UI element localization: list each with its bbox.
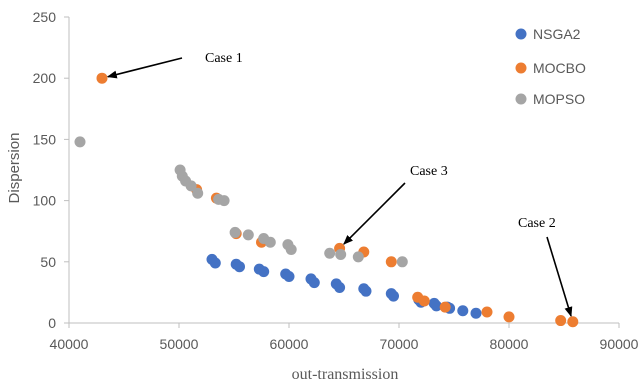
x-tick-label: 70000 xyxy=(380,336,419,352)
y-tick-label: 250 xyxy=(33,9,57,25)
data-point-mocbo xyxy=(418,295,430,307)
data-point-mopso xyxy=(285,244,297,256)
x-tick-label: 40000 xyxy=(50,336,89,352)
data-point-nsga2 xyxy=(334,282,346,294)
y-axis-title: Dispersion xyxy=(6,133,23,204)
annotations: Case 1 Case 3 Case 2 xyxy=(106,51,573,317)
legend-label-mocbo: MOCBO xyxy=(533,60,586,76)
data-point-nsga2 xyxy=(430,300,442,312)
data-point-mocbo xyxy=(503,311,515,323)
y-tick-label: 150 xyxy=(33,131,57,147)
data-points xyxy=(74,72,579,328)
x-tick-label: 60000 xyxy=(270,336,309,352)
data-point-nsga2 xyxy=(308,277,320,289)
x-tick-label: 50000 xyxy=(160,336,199,352)
annotation-label: Case 3 xyxy=(410,164,448,179)
data-point-mocbo xyxy=(567,316,579,328)
data-point-mopso xyxy=(185,180,197,192)
data-point-mopso xyxy=(324,247,336,259)
y-tick-label: 100 xyxy=(33,193,57,209)
data-point-mopso xyxy=(229,226,241,238)
data-point-nsga2 xyxy=(258,266,270,278)
data-point-mopso xyxy=(192,187,204,199)
y-tick-label: 50 xyxy=(40,254,56,270)
data-point-nsga2 xyxy=(360,285,372,297)
y-tick-label: 0 xyxy=(48,315,56,331)
data-point-mocbo xyxy=(439,301,451,313)
data-point-mopso xyxy=(218,195,230,207)
annotation-arrow xyxy=(343,182,406,245)
legend-marker-mopso xyxy=(515,93,527,105)
data-point-mopso xyxy=(264,236,276,248)
annotation-label: Case 1 xyxy=(205,51,243,66)
data-point-mopso xyxy=(352,251,364,263)
x-axis-title: out-transmission xyxy=(292,366,399,382)
data-point-nsga2 xyxy=(234,261,245,273)
data-point-mopso xyxy=(242,229,254,241)
data-point-mopso xyxy=(74,136,86,148)
data-point-nsga2 xyxy=(283,270,295,282)
data-point-nsga2 xyxy=(209,257,221,269)
data-point-mopso xyxy=(396,256,408,268)
data-point-mocbo xyxy=(96,72,108,84)
axes: 40000 50000 60000 70000 80000 90000 0 50 100 150 2… xyxy=(33,9,639,352)
data-point-nsga2 xyxy=(388,290,399,302)
y-tick-label: 200 xyxy=(33,70,57,86)
annotation-arrow xyxy=(106,57,183,79)
legend-label-nsga2: NSGA2 xyxy=(533,26,581,42)
data-point-mopso xyxy=(335,248,347,260)
data-point-mocbo xyxy=(481,306,493,318)
legend-marker-mocbo xyxy=(515,62,527,74)
data-point-nsga2 xyxy=(457,305,469,317)
annotation-label: Case 2 xyxy=(518,216,556,231)
data-point-mocbo xyxy=(385,256,397,268)
data-point-mocbo xyxy=(555,315,567,327)
data-point-nsga2 xyxy=(470,307,482,319)
x-tick-label: 80000 xyxy=(490,336,529,352)
annotation-arrow xyxy=(546,236,573,317)
legend-label-mopso: MOPSO xyxy=(533,91,585,107)
legend: NSGA2 MOCBO MOPSO xyxy=(515,26,586,107)
legend-marker-nsga2 xyxy=(515,28,527,40)
series-mopso xyxy=(74,136,408,268)
x-tick-label: 90000 xyxy=(600,336,639,352)
